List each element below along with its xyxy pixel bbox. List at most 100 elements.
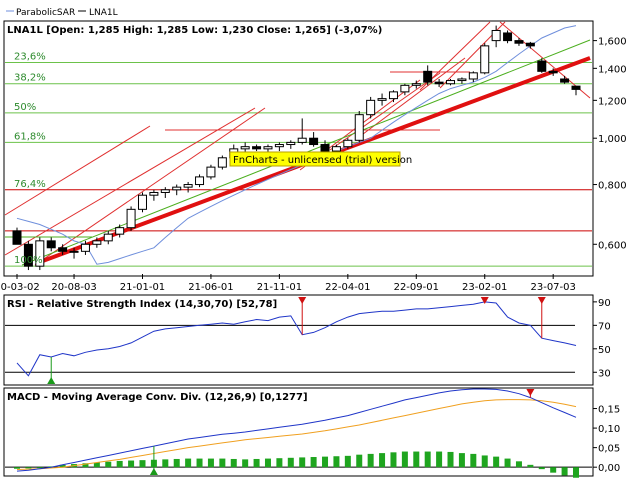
candle-body	[446, 80, 456, 85]
macd-histogram-bar	[253, 458, 260, 468]
trend-channel-line	[354, 57, 466, 141]
rsi-y-tick-label: 90	[598, 298, 611, 309]
rsi-panel-title: RSI - Relative Strength Index (14,30,70)…	[7, 299, 277, 310]
macd-histogram-bar	[379, 453, 386, 468]
price-panel-frame	[3, 20, 594, 277]
macd-histogram-bar	[390, 452, 397, 468]
macd-y-tick-label: 0,15	[598, 405, 620, 416]
candle-body	[115, 227, 125, 235]
rsi-panel-frame	[3, 294, 594, 386]
candle-body	[103, 233, 113, 242]
candle-body	[388, 91, 398, 100]
legend-parabolicsar-label: ParabolicSAR	[16, 8, 75, 18]
rsi-y-tick-label: 50	[598, 345, 611, 356]
rsi-y-tick-label: 30	[598, 368, 611, 379]
candle-body	[35, 240, 45, 267]
x-tick-label: 22-04-01	[325, 282, 370, 293]
candles	[12, 25, 581, 271]
candle-body	[92, 240, 102, 245]
candle-body	[149, 191, 159, 196]
candle-body	[240, 146, 250, 150]
macd-histogram-bar	[36, 467, 43, 469]
candle-body	[343, 139, 353, 148]
rsi-line	[16, 301, 577, 377]
rsi-buy-arrow	[47, 377, 56, 384]
x-tick-label: 21-01-01	[120, 282, 165, 293]
watermark-box	[229, 151, 401, 167]
candle-body	[434, 81, 444, 85]
macd-histogram-bar	[470, 453, 477, 468]
price-y-tick-label: 0,800	[598, 181, 627, 192]
macd-panel-frame	[3, 387, 594, 477]
macd-histogram-bar	[196, 458, 203, 468]
trend-channel-line	[499, 21, 591, 99]
macd-histogram-bar	[447, 451, 454, 468]
x-tick-label: 21-11-01	[257, 282, 302, 293]
macd-histogram-bar	[356, 454, 363, 468]
macd-sell-arrow	[526, 389, 535, 396]
macd-histogram-bar	[185, 458, 192, 468]
macd-y-tick-label: 0,00	[598, 463, 620, 474]
macd-y-tick-label: 0,10	[598, 424, 620, 435]
trend-channel-line	[4, 125, 151, 216]
fib-level-label: 76,4%	[14, 179, 46, 190]
macd-histogram-bar	[173, 458, 180, 468]
macd-histogram-bar	[276, 458, 283, 468]
candle-body	[297, 137, 307, 143]
parabolicsar-line	[16, 25, 577, 265]
macd-histogram-bar	[561, 467, 568, 476]
watermark: FnCharts - unlicensed (trial) version	[229, 151, 412, 167]
fib-level-label: 61,8%	[14, 131, 46, 142]
macd-histogram-bar	[413, 451, 420, 468]
macd-histogram-bar	[527, 464, 534, 468]
macd-histogram-bar	[230, 458, 237, 468]
fib-level-label: 100%	[14, 255, 43, 266]
macd-histogram-bar	[367, 453, 374, 468]
macd-histogram-bar	[401, 451, 408, 468]
candle-body	[514, 40, 524, 44]
macd-histogram-bar	[242, 459, 249, 468]
watermark-text: FnCharts - unlicensed (trial) version	[233, 155, 412, 166]
candle-body	[457, 78, 467, 82]
macd-histogram-bar	[162, 459, 169, 468]
trend-channel-line	[34, 107, 266, 266]
macd-histogram-bar	[310, 457, 317, 468]
fib-level-label: 50%	[14, 102, 36, 113]
candle-body	[195, 176, 205, 186]
macd-histogram-bar	[322, 456, 329, 468]
x-tick-label: 22-09-01	[394, 282, 439, 293]
macd-histogram-bar	[458, 453, 465, 468]
macd-buy-arrow	[149, 468, 158, 475]
x-tick-label: 23-07-03	[530, 282, 575, 293]
macd-histogram-bar	[493, 456, 500, 468]
candle-body	[160, 189, 170, 193]
candle-body	[263, 146, 273, 150]
macd-histogram-bar	[82, 463, 89, 468]
candle-body	[12, 230, 22, 245]
macd-histogram-bar	[344, 455, 351, 468]
rsi-y-tick-label: 70	[598, 321, 611, 332]
fib-level-label: 38,2%	[14, 73, 46, 84]
legend-lna1l-label: LNA1L	[89, 8, 118, 18]
price-y-tick-label: 1,400	[598, 64, 627, 75]
candle-body	[480, 45, 490, 74]
candle-body	[172, 186, 182, 191]
x-tick-label: 21-06-01	[188, 282, 233, 293]
candle-body	[286, 141, 296, 146]
price-decorations	[4, 21, 591, 266]
price-y-tick-label: 1,200	[598, 96, 627, 107]
rsi-chart: 90 70 50 30	[5, 297, 611, 384]
macd-histogram-bar	[481, 455, 488, 468]
price-grid	[5, 40, 597, 279]
rsi-sell-arrow	[537, 297, 546, 304]
candle-body	[69, 250, 79, 253]
macd-histogram-bar	[264, 458, 271, 468]
candle-body	[503, 32, 513, 42]
macd-histogram-bar	[436, 451, 443, 468]
macd-histogram-bar	[550, 467, 557, 473]
macd-line	[16, 388, 577, 472]
price-y-tick-label: 1,000	[598, 134, 627, 145]
candle-body	[58, 247, 68, 252]
price-y-tick-label: 0,600	[598, 240, 627, 251]
